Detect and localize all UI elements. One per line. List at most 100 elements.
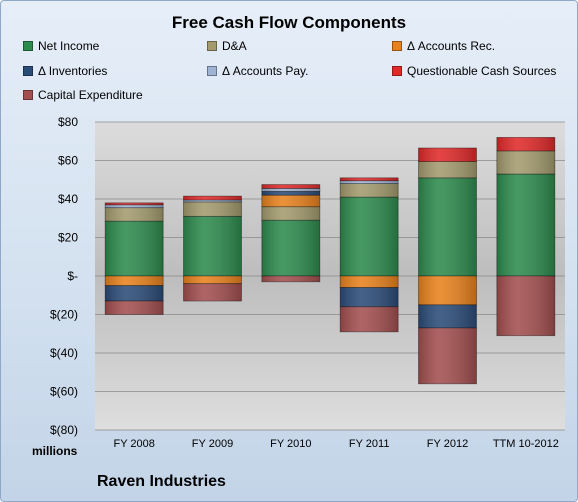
bar-shading xyxy=(183,276,242,284)
bar-segment xyxy=(339,275,399,288)
y-tick-label: $(20) xyxy=(50,308,78,322)
x-tick-label: FY 2011 xyxy=(349,438,390,450)
legend-item-questionable-cash: Questionable Cash Sources xyxy=(392,64,556,78)
bar-segment xyxy=(104,204,164,209)
bar-shading xyxy=(496,276,555,336)
legend-label: Net Income xyxy=(38,39,100,53)
gridlines xyxy=(95,121,565,431)
bar-shading xyxy=(496,173,555,276)
y-tick-label: $(60) xyxy=(50,385,78,399)
legend-item-capex: Capital Expenditure xyxy=(23,88,143,102)
legend-item-accounts-pay: Δ Accounts Pay. xyxy=(207,64,309,78)
bar-shading xyxy=(105,202,164,205)
legend-swatch xyxy=(207,66,217,76)
legend-item-inventories: Δ Inventories xyxy=(23,64,107,78)
bar-shading xyxy=(183,201,242,217)
y-tick-label: $(80) xyxy=(50,423,78,437)
bar-shading xyxy=(105,207,164,222)
bar-shading xyxy=(105,285,164,302)
bar-segment xyxy=(183,201,242,217)
bar-shading xyxy=(183,196,242,200)
legend-label: Questionable Cash Sources xyxy=(407,64,557,78)
legend-label: Capital Expenditure xyxy=(38,88,143,102)
bar-shading xyxy=(418,276,477,305)
bar-segment xyxy=(261,190,321,196)
bar-segment xyxy=(496,136,556,152)
bar-segment xyxy=(104,300,164,315)
bar-segment xyxy=(339,306,399,333)
bar-shading xyxy=(418,327,477,384)
bar-segment xyxy=(104,207,164,222)
bar-shading xyxy=(105,276,164,286)
bar-shading xyxy=(496,150,555,174)
y-tick-label: $(40) xyxy=(50,346,78,360)
bar-segment xyxy=(339,183,399,198)
x-tick-label: TTM 10-2012 xyxy=(493,438,559,450)
bar-shading xyxy=(340,177,399,181)
bar-segment xyxy=(261,194,321,208)
x-tick-labels: FY 2008 FY 2009 FY 2010 FY 2011 FY 2012 TTM 1… xyxy=(113,438,558,450)
legend-swatch xyxy=(23,90,33,100)
bar-segment xyxy=(104,275,164,287)
bar-segment xyxy=(183,215,242,277)
bar-shading xyxy=(418,304,477,328)
bar-segment xyxy=(339,287,399,308)
units-label: millions xyxy=(32,444,78,458)
bar-segment xyxy=(418,275,477,306)
y-tick-labels: $80 $60 $40 $20 $- $(20) $(40) $(60) $(80) xyxy=(50,115,78,437)
legend-swatch xyxy=(23,66,33,76)
x-tick-label: FY 2009 xyxy=(192,438,233,450)
legend-label: Δ Inventories xyxy=(38,64,108,78)
bar-shading xyxy=(418,177,477,276)
bar-segment xyxy=(261,188,321,192)
bar-shading xyxy=(105,221,164,276)
bar-shading xyxy=(261,191,320,196)
bar-shading xyxy=(261,206,320,221)
bars xyxy=(104,136,556,385)
bar-segment xyxy=(104,202,164,206)
legend-item-da: D&A xyxy=(207,39,247,53)
company-name: Raven Industries xyxy=(97,473,226,490)
legend-item-accounts-rec: Δ Accounts Rec. xyxy=(392,39,495,53)
bar-shading xyxy=(418,161,477,178)
bar-shading xyxy=(183,199,242,202)
bar-segment xyxy=(496,173,556,277)
legend-swatch xyxy=(392,66,402,76)
bar-segment xyxy=(183,283,242,302)
legend-label: Δ Accounts Rec. xyxy=(407,39,496,53)
bar-shading xyxy=(340,276,399,288)
bar-shading xyxy=(340,287,399,307)
x-tick-label: FY 2008 xyxy=(113,438,154,450)
bar-shading xyxy=(261,184,320,189)
legend-label: D&A xyxy=(222,39,247,53)
y-tick-label: $80 xyxy=(58,115,78,129)
bar-shading xyxy=(340,180,399,184)
bar-shading xyxy=(418,147,477,162)
bar-shading xyxy=(261,195,320,207)
bar-segment xyxy=(261,275,321,283)
bar-shading xyxy=(261,188,320,192)
bar-shading xyxy=(261,276,320,282)
legend-swatch xyxy=(23,41,33,51)
chart-title: Free Cash Flow Components xyxy=(171,13,407,32)
legend-swatch xyxy=(392,41,402,51)
bar-shading xyxy=(105,204,164,208)
bar-segment xyxy=(261,206,321,221)
bar-shading xyxy=(183,216,242,276)
bar-segment xyxy=(339,177,399,182)
legend-label: Δ Accounts Pay. xyxy=(222,64,309,78)
bar-shading xyxy=(340,197,399,276)
bar-segment xyxy=(496,275,556,337)
bar-shading xyxy=(105,301,164,315)
bar-shading xyxy=(183,283,242,302)
bar-segment xyxy=(418,147,477,162)
bar-shading xyxy=(261,220,320,276)
bar-segment xyxy=(183,275,242,285)
bar-segment xyxy=(418,327,477,385)
x-tick-label: FY 2010 xyxy=(270,438,311,450)
bar-segment xyxy=(261,219,321,277)
bar-shading xyxy=(340,183,399,198)
y-tick-label: $20 xyxy=(58,231,78,245)
bar-shading xyxy=(496,137,555,151)
